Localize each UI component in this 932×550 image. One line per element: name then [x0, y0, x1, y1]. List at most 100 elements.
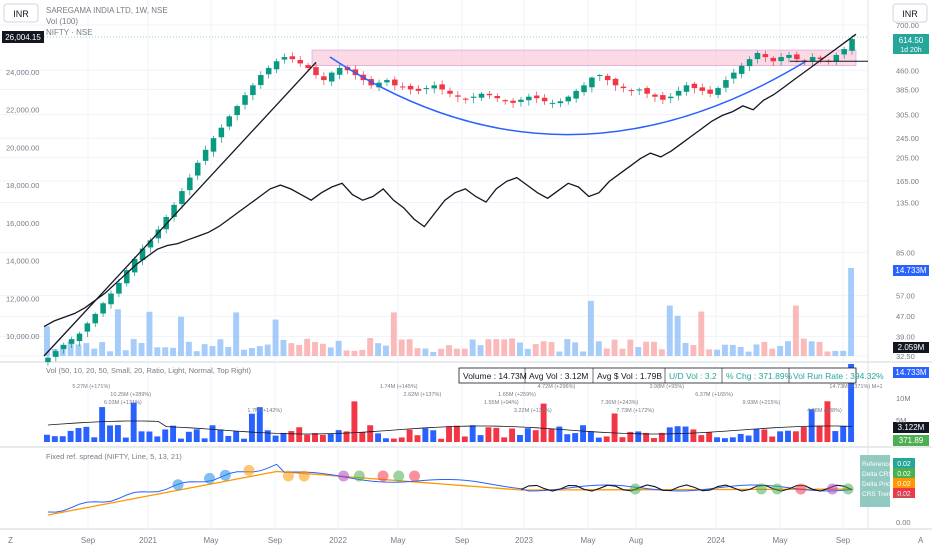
candle-body: [557, 101, 564, 104]
candle-body: [683, 85, 690, 92]
footer-left[interactable]: Z: [8, 536, 13, 545]
candle-body: [376, 82, 382, 88]
x-axis: Sep 2021 May Sep 2022 May Sep 2023 May Aug 2024 May…: [81, 536, 851, 545]
vol-panel-bar: [666, 427, 673, 442]
rs-tick-label: 0.00: [896, 518, 911, 527]
vol-panel-bar: [580, 425, 586, 442]
vol-panel-bar: [201, 438, 208, 442]
x-tick-label: May: [203, 536, 218, 545]
volume-bar: [114, 309, 121, 356]
volume-bar: [359, 349, 366, 356]
candle-body: [423, 88, 430, 90]
vol-panel-bar: [501, 437, 508, 442]
candle-body: [652, 94, 658, 97]
candle-body: [455, 95, 461, 97]
volume-bar: [170, 347, 177, 356]
price-tick-label: 305.00: [896, 111, 919, 120]
candle-body: [533, 95, 540, 99]
vol-panel-bar: [280, 432, 287, 442]
vol-panel-bar: [382, 438, 389, 442]
footer-right[interactable]: A: [918, 536, 924, 545]
candle-body: [53, 351, 59, 357]
vol-panel-bar: [446, 426, 452, 442]
bar-countdown: 1d 20h: [900, 47, 922, 54]
vol-annotation: 14.73M (+371%) M+1: [829, 384, 882, 390]
currency-right-box[interactable]: [892, 3, 928, 23]
candle-body: [273, 61, 280, 70]
vol-panel-bar: [162, 429, 169, 442]
volume-bar: [335, 340, 342, 356]
vol-panel-bar: [674, 426, 681, 442]
candle-body: [313, 67, 319, 76]
candle-body: [723, 80, 729, 88]
volume-bar: [737, 346, 744, 356]
price-tick-label: 47.00: [896, 312, 915, 321]
candle-body: [526, 96, 532, 101]
candle-body: [817, 57, 824, 60]
vol-panel-bar: [114, 425, 121, 442]
vol-panel-bar: [564, 434, 571, 442]
vol-panel-bar: [256, 407, 263, 442]
vol-panel-bar: [178, 438, 184, 442]
volume-bar: [453, 348, 460, 356]
candle-body: [746, 59, 753, 67]
vol-panel-bar: [359, 432, 366, 442]
vol-line[interactable]: Vol (100): [46, 17, 78, 26]
x-tick-label: May: [390, 536, 405, 545]
grid-layer: [0, 0, 868, 529]
rs-dot: [795, 483, 807, 495]
candle-body: [738, 65, 745, 74]
rs-tick-label: 0.02: [896, 491, 911, 500]
volume-bar: [178, 316, 184, 356]
symbol-line[interactable]: SAREGAMA INDIA LTD, 1W, NSE: [46, 6, 168, 15]
volume-bar: [635, 347, 642, 356]
volume-bar: [587, 300, 594, 356]
x-tick-label: Sep: [455, 536, 470, 545]
vol-panel-bar: [761, 429, 768, 442]
vol-panel-bar: [398, 437, 405, 442]
rs-dot: [219, 469, 231, 481]
rs-dot: [172, 479, 184, 491]
vol-panel-bar: [185, 431, 192, 442]
rs-panel-title[interactable]: Fixed ref. spread (NIFTY, Line, 5, 13, 2…: [46, 452, 182, 461]
volume-bar: [745, 351, 752, 356]
rs-legend-value: 0.02: [897, 471, 911, 478]
nifty-axis: 24,000.00 22,000.00 20,000.00 18,000.00 16,0…: [6, 68, 39, 341]
vol-panel-bar: [438, 438, 445, 442]
price-tick-label: 135.00: [896, 198, 919, 207]
vol-panel-bar: [477, 435, 484, 442]
vol-panel-last-badge: [893, 367, 929, 378]
candle-body: [439, 84, 445, 90]
vol-panel-bar: [643, 432, 650, 442]
candle-body: [612, 78, 619, 86]
candle-body: [305, 65, 311, 68]
rs-legend-label: Delta CRS: [862, 471, 893, 478]
currency-left-box[interactable]: [3, 3, 39, 23]
rs-dot: [204, 472, 216, 484]
vol-panel-bar: [524, 428, 531, 442]
rs-dot: [353, 470, 365, 482]
stats-bar: Volume : 14.73M Avg Vol : 3.12M Avg $ Vo…: [458, 367, 884, 384]
compare-line[interactable]: NIFTY · NSE: [46, 28, 93, 37]
vol-panel-bar: [233, 431, 240, 442]
volume-bar: [406, 339, 413, 356]
vol-panel-bar: [248, 413, 255, 442]
candle-body: [691, 83, 698, 89]
volume-main-badge: [893, 265, 929, 276]
vol-panel-bar: [469, 425, 476, 442]
candle-body: [84, 323, 91, 332]
volume-bar: [312, 342, 318, 356]
candle-body: [809, 57, 816, 61]
volume-bar: [469, 339, 476, 356]
candle-body: [786, 54, 792, 58]
rs-legend-value-box: [893, 478, 915, 488]
nifty-last-badge: [2, 31, 44, 43]
volume-bar: [824, 351, 831, 356]
vol-panel-title[interactable]: Vol (50, 10, 20, 50, Small, 20, Ratio, L…: [46, 366, 251, 375]
price-last: 614.50: [899, 36, 924, 45]
candle-body: [699, 87, 706, 91]
price-tick-label: 245.00: [896, 134, 919, 143]
price-tick-label: 700.00: [896, 21, 919, 30]
rs-dot: [629, 483, 641, 495]
volume-bar: [241, 349, 247, 356]
